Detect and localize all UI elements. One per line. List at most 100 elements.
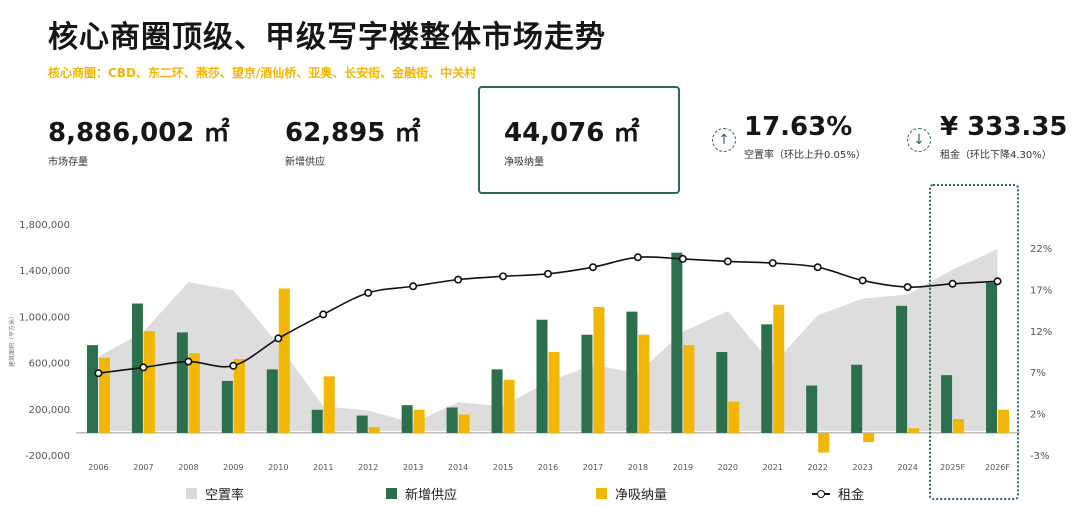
rent-point-2013 (409, 282, 418, 291)
absorption-bar-2014 (458, 414, 470, 433)
y-right-tick-label: 12% (1030, 327, 1052, 338)
absorption-bar-2018 (638, 334, 650, 433)
supply-bar-2015 (491, 369, 503, 433)
x-tick-label-2016: 2016 (538, 463, 558, 472)
x-tick-label-2023: 2023 (852, 463, 872, 472)
absorption-bar-2012 (368, 427, 380, 433)
kpi-absorption: 44,076 ㎡ 净吸纳量 (504, 112, 639, 168)
absorption-bar-2013 (413, 409, 425, 433)
supply-bar-2016 (536, 319, 548, 433)
x-tick-label-2015: 2015 (493, 463, 513, 472)
y-left-tick-label: 1,000,000 (19, 312, 70, 323)
page-title: 核心商圈顶级、甲级写字楼整体市场走势 (48, 20, 606, 55)
kpi-rent-label: 租金（环比下降4.30%） (940, 150, 1052, 161)
y-axis-title: 建筑面积（平方米） (8, 313, 16, 367)
rent-point-2017 (588, 263, 597, 272)
x-tick-label-2007: 2007 (133, 463, 153, 472)
rent-point-2018 (633, 253, 642, 262)
y-left-tick-label: 1,400,000 (19, 266, 70, 277)
kpi-absorption-label: 净吸纳量 (504, 157, 544, 168)
forecast-highlight-box (929, 184, 1019, 500)
x-tick-label-2020: 2020 (718, 463, 738, 472)
kpi-rent-value: ¥ 333.35 (940, 112, 1068, 142)
kpi-stock-value: 8,886,002 ㎡ (48, 118, 230, 148)
supply-bar-2021 (761, 324, 773, 433)
supply-bar-2013 (401, 405, 413, 433)
x-tick-label-2017: 2017 (583, 463, 603, 472)
rent-point-2011 (319, 310, 328, 319)
legend-absorption: 净吸纳量 (596, 484, 667, 503)
rent-point-2008 (184, 357, 193, 366)
x-tick-label-2009: 2009 (223, 463, 243, 472)
market-trend-chart: 1,800,000 1,400,000 1,000,000 600,000 200,00… (8, 220, 1052, 472)
rent-point-2009 (229, 361, 238, 370)
page-subtitle: 核心商圈：CBD、东二环、燕莎、望京/酒仙桥、亚奥、长安街、金融街、中关村 (48, 66, 477, 80)
rent-point-2016 (543, 269, 552, 278)
rent-point-2015 (499, 272, 508, 281)
absorption-bar-2019 (683, 345, 695, 433)
supply-bar-2008 (176, 332, 188, 433)
absorption-bar-2025F (953, 419, 965, 433)
kpi-stock-label: 市场存量 (48, 157, 88, 168)
rent-point-2014 (454, 275, 463, 284)
absorption-bar-2010 (278, 288, 290, 433)
absorption-bar-2008 (188, 353, 200, 433)
absorption-bar-2023 (863, 432, 875, 443)
legend-supply-swatch (386, 488, 397, 499)
x-tick-label-2026F: 2026F (985, 463, 1010, 472)
supply-bar-2006 (86, 345, 98, 433)
legend-rent: 租金 (812, 484, 864, 503)
absorption-bar-2009 (233, 358, 245, 433)
y-left-tick-label: 1,800,000 (19, 220, 70, 231)
arrow-up-icon: ↑ (712, 128, 736, 152)
supply-bar-2026F (986, 282, 998, 433)
supply-bar-2023 (851, 364, 863, 433)
x-tick-label-2021: 2021 (763, 463, 783, 472)
y-right-tick-label: 2% (1030, 410, 1046, 421)
supply-bar-2009 (221, 380, 233, 433)
absorption-bar-2017 (593, 307, 605, 433)
legend-supply: 新增供应 (386, 484, 457, 503)
supply-bar-2010 (266, 369, 278, 433)
absorption-bar-2020 (728, 401, 740, 433)
kpi-stock: 8,886,002 ㎡ 市场存量 (48, 112, 229, 168)
legend-absorption-label: 净吸纳量 (615, 488, 668, 503)
x-tick-label-2010: 2010 (268, 463, 288, 472)
y-left-tick-label: 600,000 (29, 359, 70, 370)
x-tick-label-2008: 2008 (178, 463, 198, 472)
legend-absorption-swatch (596, 488, 607, 499)
absorption-bar-2006 (98, 357, 110, 433)
x-tick-label-2018: 2018 (628, 463, 648, 472)
absorption-bar-2021 (773, 304, 785, 433)
rent-point-2020 (723, 257, 732, 266)
legend-supply-label: 新增供应 (405, 488, 458, 503)
absorption-bar-2007 (143, 331, 155, 433)
supply-bar-2020 (716, 352, 728, 433)
y-right-tick-label: 17% (1030, 285, 1052, 296)
supply-bar-2022 (806, 385, 818, 433)
kpi-supply: 62,895 ㎡ 新增供应 (285, 112, 420, 168)
y-right-tick-label: 22% (1030, 244, 1052, 255)
rent-point-2026F (993, 277, 1002, 286)
y-right-tick-label: -3% (1030, 451, 1049, 462)
rent-point-2025F (948, 279, 957, 288)
absorption-bar-2016 (548, 352, 560, 433)
x-tick-label-2014: 2014 (448, 463, 468, 472)
supply-bar-2014 (446, 407, 458, 433)
vacancy-area (98, 249, 998, 432)
x-tick-label-2022: 2022 (808, 463, 828, 472)
supply-bar-2019 (671, 252, 683, 433)
kpi-rent: ¥ 333.35 租金（环比下降4.30%） (940, 112, 1067, 161)
rent-point-2010 (274, 334, 283, 343)
rent-point-2007 (139, 363, 148, 372)
kpi-supply-value: 62,895 ㎡ (285, 118, 421, 148)
legend-rent-marker (812, 489, 830, 499)
supply-bar-2017 (581, 334, 593, 433)
absorption-bar-2015 (503, 379, 515, 433)
kpi-vacancy: 17.63% 空置率（环比上升0.05%） (744, 112, 866, 161)
supply-bar-2025F (941, 375, 953, 433)
legend-vacancy: 空置率 (186, 484, 244, 503)
rent-point-2019 (678, 254, 687, 263)
x-tick-label-2012: 2012 (358, 463, 378, 472)
x-tick-label-2025F: 2025F (940, 463, 965, 472)
